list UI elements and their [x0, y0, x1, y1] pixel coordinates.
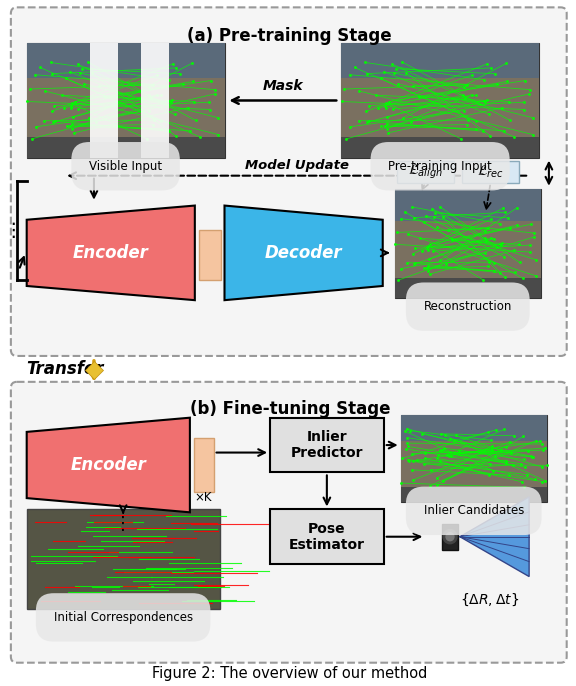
FancyBboxPatch shape: [395, 279, 541, 298]
FancyBboxPatch shape: [395, 222, 541, 282]
Text: Model Update: Model Update: [245, 158, 348, 172]
Text: Figure 2: The overview of our method: Figure 2: The overview of our method: [152, 666, 427, 681]
FancyBboxPatch shape: [341, 43, 539, 158]
Text: Initial Correspondences: Initial Correspondences: [54, 611, 193, 624]
FancyBboxPatch shape: [341, 78, 539, 141]
FancyBboxPatch shape: [462, 161, 519, 182]
FancyBboxPatch shape: [400, 486, 547, 502]
Text: Encoder: Encoder: [70, 456, 146, 474]
Text: Mask: Mask: [263, 78, 303, 93]
FancyBboxPatch shape: [397, 161, 454, 182]
FancyBboxPatch shape: [26, 509, 219, 609]
FancyBboxPatch shape: [194, 438, 214, 493]
FancyBboxPatch shape: [270, 509, 384, 564]
Polygon shape: [225, 206, 382, 300]
Circle shape: [443, 530, 457, 544]
FancyBboxPatch shape: [395, 189, 541, 298]
FancyBboxPatch shape: [400, 441, 547, 489]
Text: Pre-training Input: Pre-training Input: [388, 160, 492, 173]
Text: Encoder: Encoder: [73, 244, 149, 262]
Text: $\mathcal{L}_{align}$: $\mathcal{L}_{align}$: [408, 163, 443, 181]
Text: (a) Pre-training Stage: (a) Pre-training Stage: [187, 27, 392, 45]
Text: $\{\Delta R, \Delta t\}$: $\{\Delta R, \Delta t\}$: [460, 591, 519, 608]
FancyBboxPatch shape: [142, 43, 169, 158]
Text: Inlier Candidates: Inlier Candidates: [423, 504, 524, 517]
Text: ⋮: ⋮: [114, 515, 132, 533]
Text: ×K: ×K: [195, 491, 213, 504]
FancyBboxPatch shape: [395, 189, 541, 227]
FancyBboxPatch shape: [26, 43, 225, 83]
Polygon shape: [26, 418, 190, 512]
Text: Reconstruction: Reconstruction: [423, 300, 512, 314]
Text: ⋮: ⋮: [3, 221, 22, 240]
FancyBboxPatch shape: [26, 78, 225, 141]
Polygon shape: [460, 497, 529, 576]
FancyBboxPatch shape: [270, 418, 384, 473]
FancyBboxPatch shape: [442, 524, 458, 549]
FancyBboxPatch shape: [199, 230, 221, 281]
Polygon shape: [26, 206, 195, 300]
Text: Transfer: Transfer: [26, 360, 104, 378]
FancyBboxPatch shape: [26, 43, 225, 158]
FancyBboxPatch shape: [341, 137, 539, 158]
FancyBboxPatch shape: [400, 415, 547, 502]
FancyBboxPatch shape: [26, 137, 225, 158]
Text: Decoder: Decoder: [265, 244, 343, 262]
FancyBboxPatch shape: [11, 8, 567, 356]
FancyBboxPatch shape: [11, 382, 567, 663]
FancyBboxPatch shape: [341, 43, 539, 83]
Text: $\mathcal{L}_{rec}$: $\mathcal{L}_{rec}$: [477, 163, 504, 180]
Text: Inlier
Predictor: Inlier Predictor: [291, 430, 363, 460]
FancyBboxPatch shape: [400, 415, 547, 445]
Text: (b) Fine-tuning Stage: (b) Fine-tuning Stage: [190, 400, 390, 418]
Circle shape: [446, 533, 454, 541]
Text: Visible Input: Visible Input: [89, 160, 162, 173]
Text: Pose
Estimator: Pose Estimator: [289, 521, 365, 552]
FancyBboxPatch shape: [90, 43, 118, 158]
